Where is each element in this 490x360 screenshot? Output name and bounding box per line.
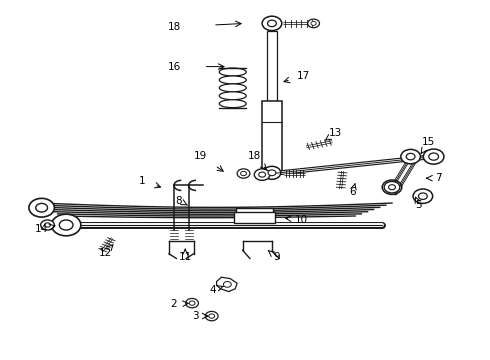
Circle shape — [59, 220, 73, 230]
Text: 19: 19 — [194, 150, 208, 161]
Text: 13: 13 — [329, 128, 343, 138]
Circle shape — [262, 16, 282, 31]
Text: 9: 9 — [273, 252, 280, 262]
Circle shape — [259, 172, 266, 177]
Circle shape — [406, 153, 415, 160]
Circle shape — [209, 314, 215, 318]
Circle shape — [268, 170, 276, 176]
Text: 1: 1 — [139, 176, 146, 186]
Circle shape — [308, 19, 319, 28]
Text: 18: 18 — [167, 22, 181, 32]
Text: 5: 5 — [416, 200, 422, 210]
FancyBboxPatch shape — [267, 31, 277, 101]
Circle shape — [237, 169, 250, 178]
Circle shape — [384, 181, 400, 193]
Circle shape — [189, 301, 195, 305]
Text: 10: 10 — [295, 215, 308, 225]
Circle shape — [51, 214, 81, 236]
Circle shape — [401, 149, 420, 164]
Text: 11: 11 — [178, 252, 192, 262]
Text: 17: 17 — [297, 71, 311, 81]
Polygon shape — [217, 277, 237, 292]
Circle shape — [388, 184, 396, 190]
Text: 6: 6 — [349, 186, 356, 197]
Circle shape — [36, 203, 48, 212]
FancyBboxPatch shape — [236, 208, 273, 219]
Circle shape — [223, 282, 231, 287]
Circle shape — [186, 298, 198, 308]
Circle shape — [29, 198, 54, 217]
Ellipse shape — [220, 84, 246, 92]
Circle shape — [429, 153, 439, 160]
Text: 12: 12 — [98, 248, 112, 258]
Text: 15: 15 — [422, 137, 436, 147]
Ellipse shape — [220, 92, 246, 100]
Circle shape — [254, 169, 270, 180]
FancyBboxPatch shape — [262, 101, 282, 173]
Ellipse shape — [220, 68, 246, 76]
Text: 3: 3 — [192, 311, 198, 321]
Circle shape — [418, 193, 427, 199]
Circle shape — [382, 180, 402, 194]
Text: 14: 14 — [35, 224, 49, 234]
Circle shape — [311, 22, 316, 25]
Text: 7: 7 — [435, 173, 442, 183]
Circle shape — [45, 223, 50, 227]
Circle shape — [205, 311, 218, 321]
FancyBboxPatch shape — [234, 212, 275, 223]
Circle shape — [389, 185, 395, 190]
Circle shape — [241, 171, 246, 176]
Ellipse shape — [220, 76, 246, 84]
Text: 4: 4 — [210, 285, 217, 295]
Text: 16: 16 — [167, 62, 181, 72]
Circle shape — [41, 220, 54, 230]
Circle shape — [268, 20, 276, 27]
Ellipse shape — [220, 100, 246, 108]
Text: 8: 8 — [175, 195, 182, 206]
Circle shape — [423, 149, 444, 164]
Text: 18: 18 — [248, 150, 262, 161]
Text: 2: 2 — [171, 299, 177, 309]
Circle shape — [413, 189, 433, 203]
Circle shape — [263, 166, 281, 179]
